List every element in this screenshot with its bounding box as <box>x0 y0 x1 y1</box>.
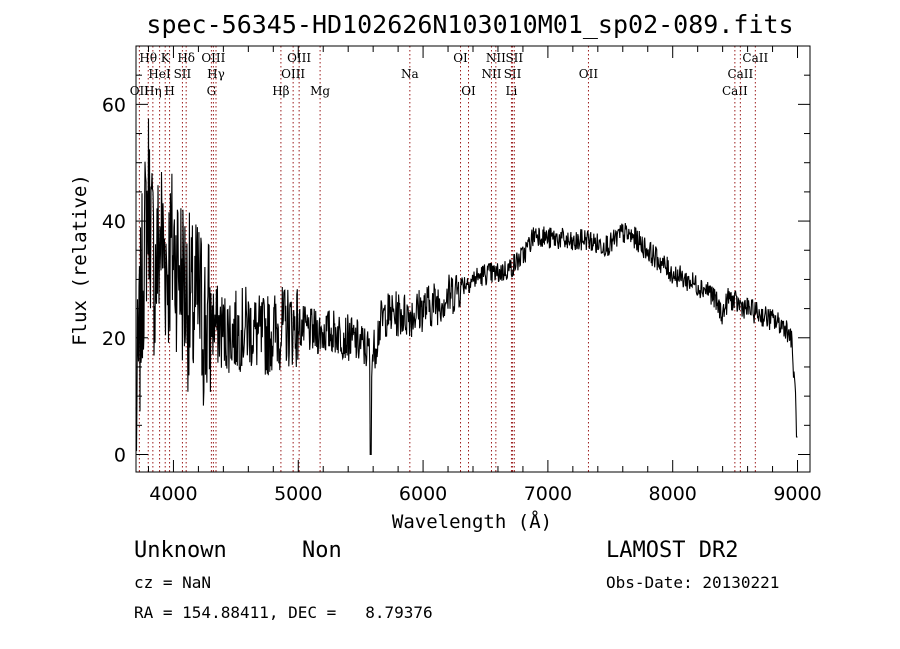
x-tick-label: 4000 <box>149 483 197 505</box>
y-tick-label: 60 <box>102 94 126 116</box>
marker-label: SII <box>504 67 522 81</box>
y-tick-label: 0 <box>114 444 126 466</box>
marker-label: Na <box>401 67 419 81</box>
marker-label: OIII <box>201 51 225 65</box>
y-axis-ticks: 0 20 40 60 <box>102 74 810 466</box>
marker-label: Hδ <box>177 51 195 65</box>
marker-label: CaII <box>722 84 748 98</box>
marker-label: OI <box>453 51 468 65</box>
line-markers: OIIHθHηHeIKHSIIHδGOIIIHγHβOIIIOIIIMgNaOI… <box>130 46 768 472</box>
spectrum-line <box>135 118 798 456</box>
marker-label: Hβ <box>272 84 289 98</box>
object-type: Unknown <box>134 538 227 563</box>
y-tick-label: 40 <box>102 211 126 233</box>
marker-label: HeI <box>148 67 171 81</box>
x-tick-label: 9000 <box>773 483 821 505</box>
marker-label: Li <box>506 84 518 98</box>
y-tick-label: 20 <box>102 328 126 350</box>
marker-label: CaII <box>742 51 768 65</box>
plot-frame <box>135 45 811 473</box>
x-axis-label: Wavelength (Å) <box>392 510 552 533</box>
marker-label: CaII <box>727 67 753 81</box>
chart-title: spec-56345-HD102626N103010M01_sp02-089.f… <box>146 10 793 39</box>
marker-label: K <box>161 51 171 65</box>
marker-label: NII <box>486 51 506 65</box>
object-subtype: Non <box>302 538 342 563</box>
redshift-text: cz = NaN <box>134 573 212 592</box>
y-axis-label: Flux (relative) <box>69 174 91 346</box>
x-tick-label: 7000 <box>524 483 572 505</box>
marker-label: OIII <box>287 51 311 65</box>
x-tick-label: 6000 <box>399 483 447 505</box>
obs-date-text: Obs-Date: 20130221 <box>606 573 780 592</box>
marker-label: OIII <box>281 67 305 81</box>
marker-label: H <box>164 84 174 98</box>
marker-label: NII <box>481 67 501 81</box>
marker-label: SII <box>505 51 523 65</box>
marker-label: OII <box>579 67 599 81</box>
coordinates-text: RA = 154.88411, DEC = 8.79376 <box>134 603 433 622</box>
x-axis-ticks: 4000 5000 6000 7000 8000 9000 <box>147 46 822 505</box>
marker-label: Hγ <box>207 67 225 81</box>
marker-label: G <box>207 84 217 98</box>
marker-label: Hη <box>144 84 162 98</box>
marker-label: OI <box>461 84 476 98</box>
survey-name: LAMOST DR2 <box>606 538 739 563</box>
marker-label: Mg <box>310 84 330 98</box>
marker-label: SII <box>174 67 192 81</box>
marker-label: Hθ <box>139 51 157 65</box>
x-tick-label: 5000 <box>274 483 322 505</box>
x-tick-label: 8000 <box>649 483 697 505</box>
marker-label: OII <box>130 84 150 98</box>
